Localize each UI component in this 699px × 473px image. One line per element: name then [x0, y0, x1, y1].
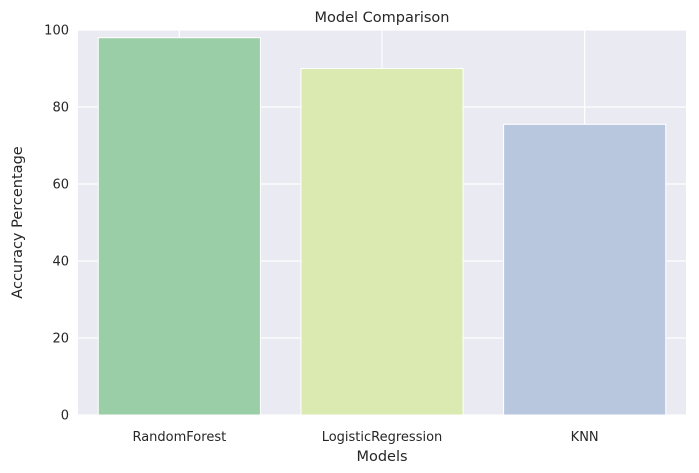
x-tick-label: RandomForest	[132, 430, 226, 445]
y-tick-label: 40	[52, 255, 69, 270]
y-tick-label: 60	[52, 178, 69, 193]
y-tick-label: 80	[52, 101, 69, 116]
bar-knn	[503, 123, 667, 416]
bars	[97, 37, 667, 416]
y-tick-labels: 0 20 40 60 80 100	[44, 24, 69, 424]
x-tick-labels: RandomForest LogisticRegression KNN	[132, 430, 598, 445]
y-axis-label: Accuracy Percentage	[10, 146, 26, 298]
x-axis-label: Models	[356, 449, 407, 465]
bar-logisticregression	[300, 68, 464, 416]
x-tick-label: LogisticRegression	[322, 430, 443, 445]
chart-title: Model Comparison	[315, 10, 450, 26]
bar-randomforest	[97, 37, 261, 416]
x-tick-label: KNN	[571, 430, 599, 445]
y-tick-label: 0	[61, 409, 69, 424]
y-tick-label: 100	[44, 24, 69, 39]
y-tick-label: 20	[52, 332, 69, 347]
